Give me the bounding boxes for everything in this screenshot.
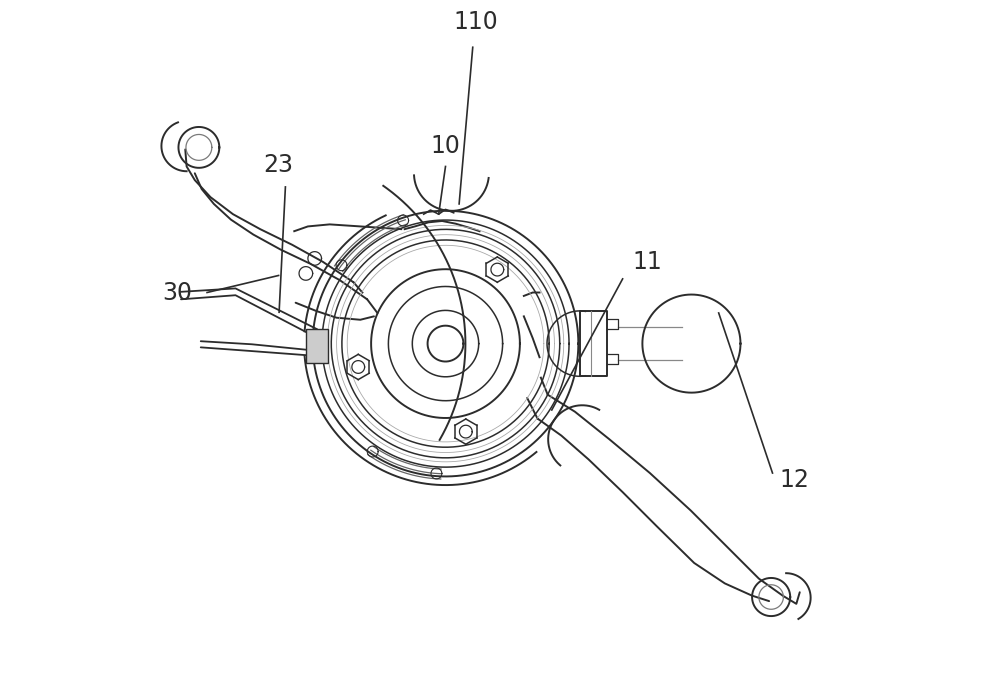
Text: 23: 23	[264, 153, 294, 177]
Text: 12: 12	[779, 468, 809, 492]
Bar	[306, 329, 328, 363]
Text: 110: 110	[454, 10, 499, 34]
Text: 11: 11	[633, 250, 663, 274]
Text: 10: 10	[431, 134, 460, 158]
Text: 30: 30	[162, 280, 192, 304]
